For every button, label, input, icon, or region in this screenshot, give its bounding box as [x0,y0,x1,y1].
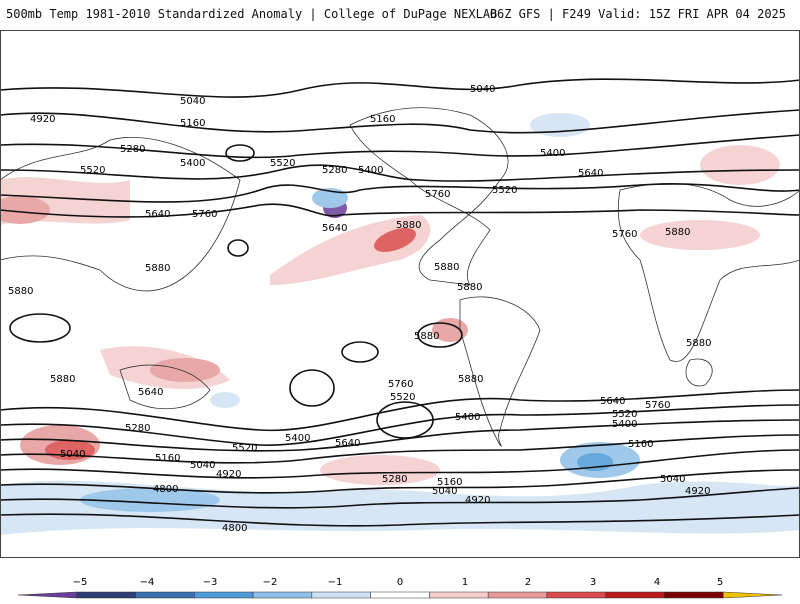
colorbar-swatch [370,591,430,599]
contour-label: 5040 [60,449,85,460]
contour-label: 5160 [155,453,180,464]
contour-label: 5520 [232,443,257,454]
contour-label: 5880 [8,286,33,297]
colorbar-swatch [135,591,195,599]
colorbar: −5 −4 −3 −2 −1 0 1 2 3 4 5 [0,558,800,600]
colorbar-swatch [546,591,606,599]
colorbar-svg: −5 −4 −3 −2 −1 0 1 2 3 4 5 [17,577,783,599]
colorbar-tick: −3 [203,577,218,588]
contour-label: 5880 [434,262,459,273]
contour-label: 5880 [414,331,439,342]
contour-label: 4920 [685,486,710,497]
anomaly-map: 4920 5040 5040 5160 5160 5280 5400 5520 … [0,30,800,558]
contour-label: 5880 [457,282,482,293]
contour-label: 5400 [540,148,565,159]
contour-label: 5760 [388,379,413,390]
colorbar-swatch [252,591,313,599]
contour-label: 5280 [125,423,150,434]
colorbar-swatches [17,591,783,599]
contour-label: 5880 [50,374,75,385]
colorbar-tick: 5 [717,577,723,588]
contour-label: 5880 [686,338,711,349]
colorbar-swatch [311,591,371,599]
contour-label: 5160 [628,439,653,450]
colorbar-swatch [429,591,489,599]
contour-label: 5880 [665,227,690,238]
colorbar-tick: 2 [525,577,531,588]
contour-label: 5640 [600,396,625,407]
contour-label: 5640 [138,387,163,398]
contour-label: 5160 [370,114,395,125]
contour-label: 5760 [192,209,217,220]
contour-label: 5520 [492,185,517,196]
contour-label: 5520 [270,158,295,169]
contour-label: 4800 [222,523,247,534]
contour-label: 4920 [30,114,55,125]
contour-label: 5760 [425,189,450,200]
colorbar-tick: −1 [328,577,343,588]
contour-label: 5400 [285,433,310,444]
colorbar-ticks: −5 −4 −3 −2 −1 0 1 2 3 4 5 [73,577,724,588]
contour-label: 5760 [645,400,670,411]
contour-label: 5640 [578,168,603,179]
colorbar-swatch [487,591,548,599]
colorbar-tick: −2 [263,577,278,588]
contour-label: 5040 [190,460,215,471]
colorbar-swatch [194,591,254,599]
colorbar-tick: 3 [590,577,596,588]
contour-label: 5160 [437,477,462,488]
colorbar-swatch [664,591,724,599]
contour-label: 5400 [180,158,205,169]
contour-label: 5280 [120,144,145,155]
colorbar-tick: 4 [654,577,660,588]
colorbar-tick: 0 [397,577,403,588]
colorbar-swatch [605,591,665,599]
contour-label: 4920 [216,469,241,480]
colorbar-tick: −5 [73,577,88,588]
map-title: 500mb Temp 1981-2010 Standardized Anomal… [6,7,498,21]
contour-label: 5880 [396,220,421,231]
contour-label: 4920 [465,495,490,506]
contour-label: 5640 [322,223,347,234]
contour-label: 5760 [612,229,637,240]
colorbar-swatch [722,591,783,599]
contour-label: 5280 [382,474,407,485]
colorbar-tick: 1 [462,577,468,588]
height-contours [0,78,800,527]
contour-label: 5400 [612,419,637,430]
colorbar-swatch [76,591,136,599]
contour-label: 5520 [80,165,105,176]
colorbar-swatch [17,591,78,599]
contour-label: 5880 [458,374,483,385]
colorbar-tick: −4 [140,577,155,588]
contour-label: 5280 [322,165,347,176]
contour-label: 5640 [335,438,360,449]
contour-label: 5040 [470,84,495,95]
contour-label: 5400 [358,165,383,176]
contour-label: 5520 [612,409,637,420]
contour-label: 5040 [660,474,685,485]
contour-label: 5520 [390,392,415,403]
contour-label: 5160 [180,118,205,129]
model-run-info: 06Z GFS | F249 Valid: 15Z FRI APR 04 202… [489,7,786,21]
contour-label: 4800 [153,484,178,495]
contour-label: 5400 [455,412,480,423]
header-bar: 500mb Temp 1981-2010 Standardized Anomal… [0,0,800,30]
contour-label: 5880 [145,263,170,274]
contour-label: 5640 [145,209,170,220]
contour-label: 5040 [432,486,457,497]
contour-labels: 4920 5040 5040 5160 5160 5280 5400 5520 … [8,84,711,534]
contour-label: 5040 [180,96,205,107]
